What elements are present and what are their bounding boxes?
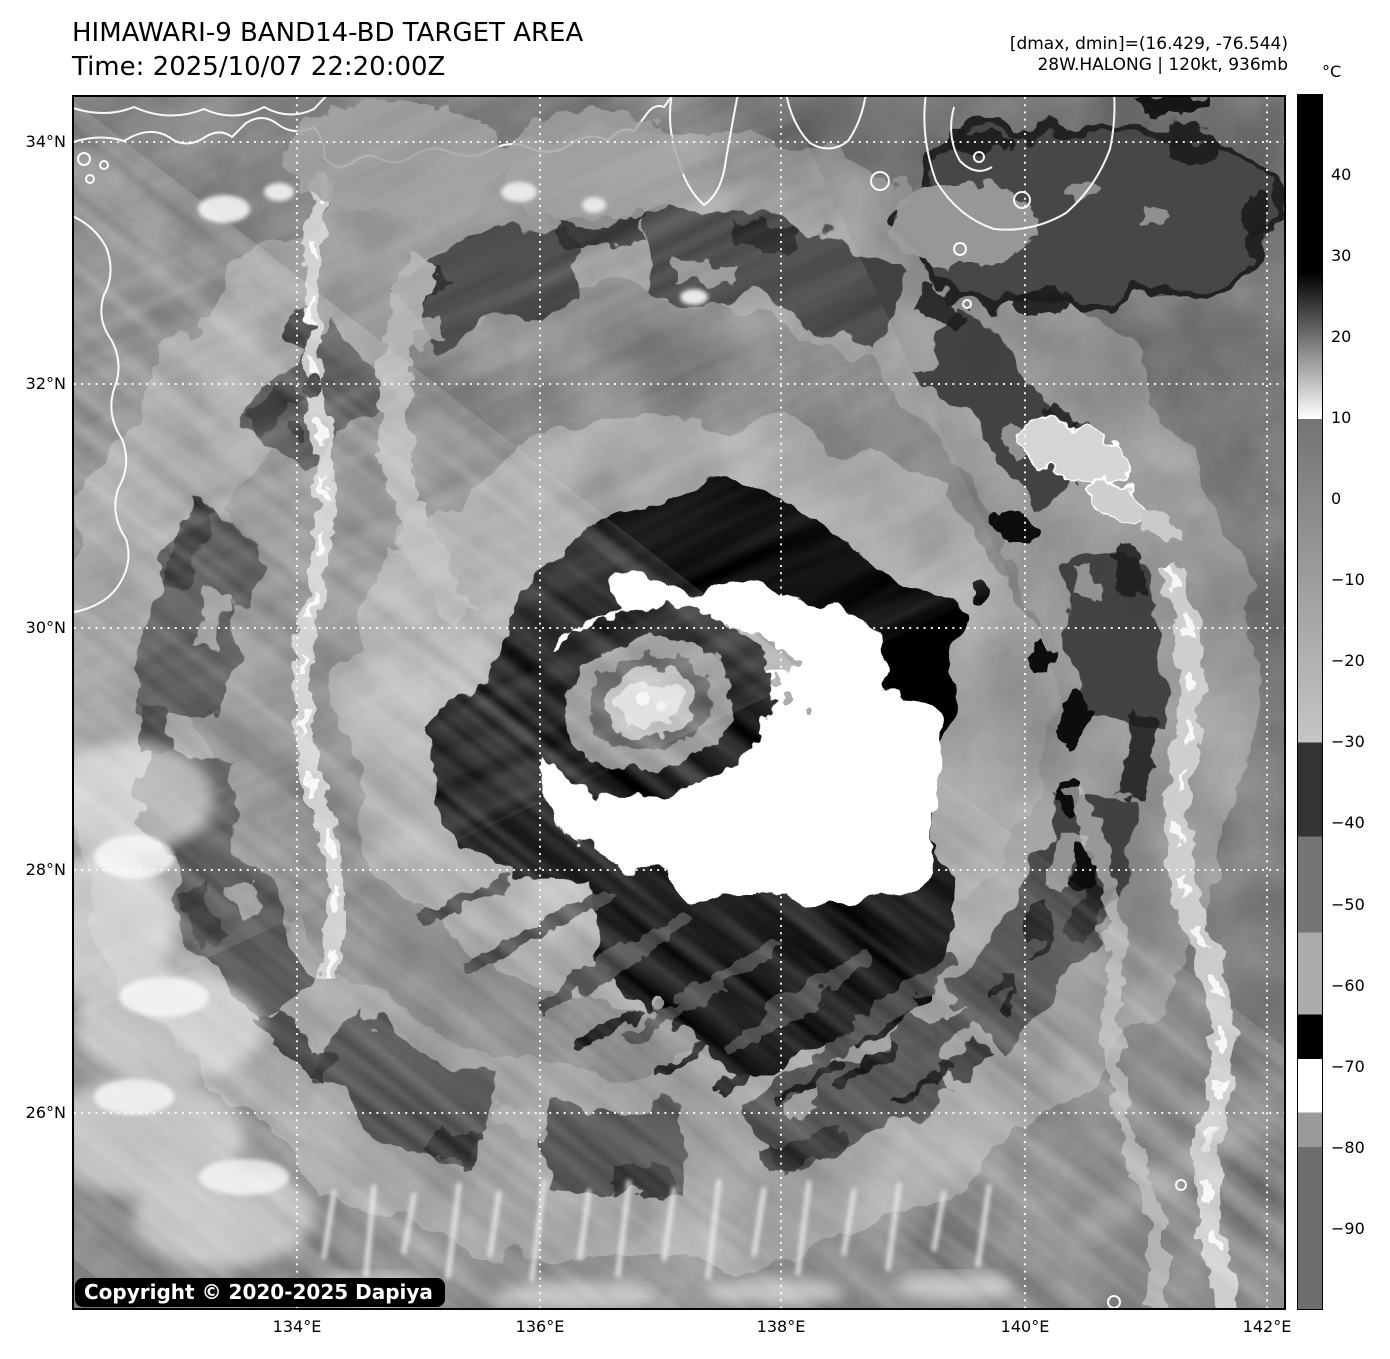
header-right: [dmax, dmin]=(16.429, -76.544) 28W.HALON…: [1010, 34, 1288, 76]
colorbar-tick-40: 40: [1331, 165, 1352, 184]
lat-label-32n: 32°N: [25, 374, 66, 393]
product-time: Time: 2025/10/07 22:20:00Z: [72, 52, 446, 82]
satellite-map: Copyright © 2020-2025 Dapiya: [72, 95, 1286, 1310]
colorbar-tick-10: 10: [1331, 408, 1352, 427]
colorbar-unit-label: °C: [1322, 62, 1342, 81]
colorbar-tick-m20: −20: [1331, 651, 1365, 670]
colorbar-tick-m60: −60: [1331, 976, 1365, 995]
product-title: HIMAWARI-9 BAND14-BD TARGET AREA: [72, 18, 584, 48]
range-annotation: [dmax, dmin]=(16.429, -76.544): [1009, 34, 1288, 54]
copyright-badge: Copyright © 2020-2025 Dapiya: [75, 1278, 445, 1307]
lat-label-28n: 28°N: [25, 860, 66, 879]
lon-label-134e: 134°E: [272, 1317, 322, 1336]
temperature-colorbar: [1297, 94, 1323, 1310]
colorbar-tick-m90: −90: [1331, 1219, 1365, 1238]
lat-label-34n: 34°N: [25, 132, 66, 151]
lon-label-138e: 138°E: [756, 1317, 806, 1336]
ne-light-cloud-patches: [1017, 419, 1181, 541]
colorbar-tick-m80: −80: [1331, 1138, 1365, 1157]
lon-label-140e: 140°E: [1000, 1317, 1050, 1336]
lat-label-26n: 26°N: [25, 1103, 66, 1122]
lon-label-136e: 136°E: [515, 1317, 565, 1336]
colorbar-tick-30: 30: [1331, 246, 1352, 265]
header-left: HIMAWARI-9 BAND14-BD TARGET AREA Time: 2…: [72, 16, 583, 84]
graticule-gridlines: [74, 97, 1284, 1308]
colorbar-tick-m50: −50: [1331, 895, 1365, 914]
colorbar-tick-m40: −40: [1331, 813, 1365, 832]
colorbar-tick-0: 0: [1331, 489, 1342, 508]
colorbar-tick-m30: −30: [1331, 732, 1365, 751]
lat-label-30n: 30°N: [25, 618, 66, 637]
colorbar-tick-m70: −70: [1331, 1057, 1365, 1076]
colorbar-tick-m10: −10: [1331, 570, 1365, 589]
satellite-cloud-art: [74, 97, 1284, 1308]
colorbar-tick-20: 20: [1331, 327, 1352, 346]
storm-annotation: 28W.HALONG | 120kt, 936mb: [1037, 55, 1288, 75]
northeast-dark-patch: [890, 97, 1275, 314]
cirrus-streaks-northwest: [74, 97, 897, 929]
lon-label-142e: 142°E: [1242, 1317, 1292, 1336]
